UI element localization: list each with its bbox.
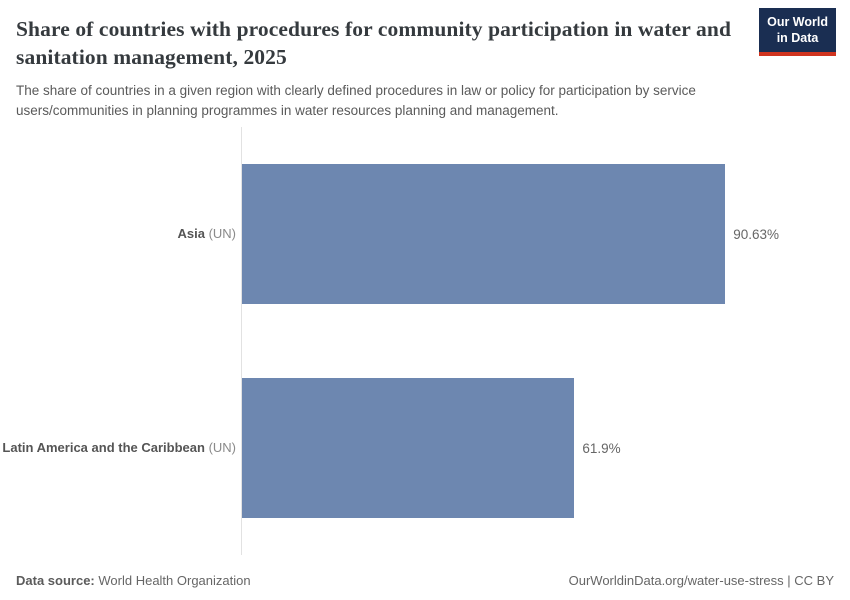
value-label-asia: 90.63%	[733, 226, 779, 242]
category-label-asia: Asia (UN)	[0, 226, 242, 242]
bar-row-asia: Asia (UN) 90.63%	[0, 127, 850, 341]
owid-logo-line1: Our World	[767, 15, 828, 29]
category-label-latin-america: Latin America and the Caribbean (UN)	[0, 440, 242, 456]
y-axis-line	[241, 127, 242, 555]
category-suffix: (UN)	[208, 225, 236, 241]
bar-row-latin-america: Latin America and the Caribbean (UN) 61.…	[0, 341, 850, 555]
category-name: Asia	[177, 225, 205, 241]
bar-latin-america	[242, 378, 575, 518]
chart-header: Share of countries with procedures for c…	[0, 0, 850, 121]
category-suffix: (UN)	[208, 439, 236, 455]
chart-title: Share of countries with procedures for c…	[16, 17, 732, 69]
bar-asia	[242, 164, 726, 304]
credit-line: OurWorldinData.org/water-use-stress | CC…	[568, 573, 834, 588]
owid-logo-line2: in Data	[776, 31, 819, 46]
bar-area-asia: 90.63%	[242, 164, 779, 304]
data-source-label: Data source:	[16, 573, 95, 588]
value-label-latin-america: 61.9%	[582, 440, 621, 456]
data-source-value: World Health Organization	[98, 573, 251, 588]
owid-logo: Our World in Data	[759, 8, 836, 56]
category-name: Latin America and the Caribbean	[2, 439, 205, 455]
bar-chart-plot: Asia (UN) 90.63% Latin America and the C…	[0, 127, 850, 555]
chart-footer: Data source: World Health Organization O…	[16, 573, 834, 588]
chart-subtitle: The share of countries in a given region…	[16, 82, 696, 119]
data-source: Data source: World Health Organization	[16, 573, 251, 588]
bar-area-latin-america: 61.9%	[242, 378, 779, 518]
